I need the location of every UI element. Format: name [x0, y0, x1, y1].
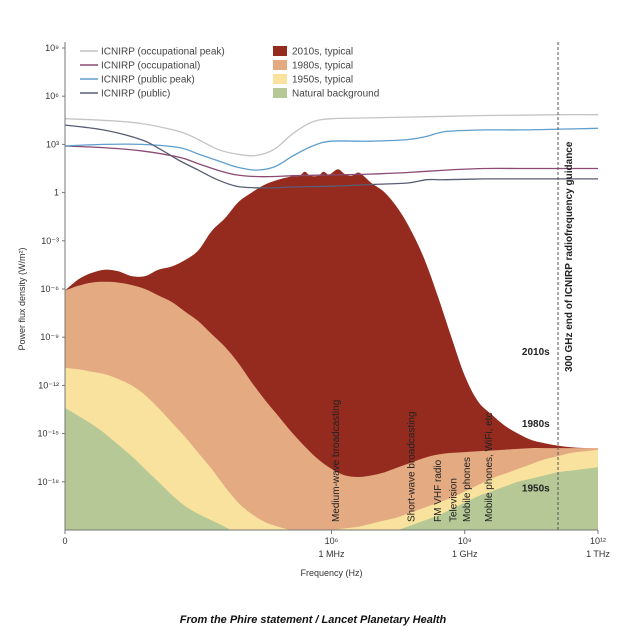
y-tick-label: 10⁹ — [45, 43, 59, 53]
x-tick-sublabel: 1 THz — [586, 549, 610, 559]
guidance-layer: 300 GHz end of ICNIRP radiofrequency gui… — [557, 42, 575, 530]
era-label-1980s: 1980s — [522, 419, 550, 430]
line-icnirp-occupational-peak — [65, 114, 599, 157]
legend-swatch-1950s-typical — [273, 74, 287, 84]
application-label: Medium-wave broadcasting — [331, 400, 342, 522]
guidance-label: 300 GHz end of ICNIRP radiofrequency gui… — [564, 141, 575, 372]
application-label: Television — [449, 478, 460, 522]
era-label-2010s: 2010s — [522, 347, 550, 358]
legend-label-icnirp-occupational-peak: ICNIRP (occupational peak) — [101, 47, 225, 58]
application-label: Short-wave broadcasting — [406, 411, 417, 522]
x-tick-label: 10¹² — [590, 536, 606, 546]
y-tick-label: 10⁻¹² — [38, 380, 59, 390]
x-tick-sublabel: 1 MHz — [318, 549, 345, 559]
axes: 10⁹ 10⁶ 10³ 1 10⁻³ 10⁻⁶ 10⁻⁹ 10⁻¹² 10⁻¹⁵ 10⁻¹⁸ 0 10… — [17, 42, 610, 578]
application-label: Mobile phones — [462, 457, 473, 522]
y-tick-label: 10³ — [46, 139, 59, 149]
x-tick-label: 10⁹ — [458, 536, 472, 546]
legend-label-2010s-typical: 2010s, typical — [292, 47, 353, 58]
legend-label-natural-background: Natural background — [292, 89, 379, 100]
y-axis-title: Power flux density (W/m²) — [17, 247, 27, 350]
application-label: FM VHF radio — [433, 459, 444, 522]
era-label-1950s: 1950s — [522, 483, 550, 494]
legend-label-icnirp-occupational: ICNIRP (occupational) — [101, 61, 200, 72]
x-tick-label: 10⁶ — [325, 536, 339, 546]
application-label: Mobile phones, WiFi, etc — [484, 413, 495, 523]
legend-swatch-2010s-typical — [273, 46, 287, 56]
legend-label-1950s-typical: 1950s, typical — [292, 75, 353, 86]
line-icnirp-occupational — [65, 145, 598, 178]
legend-label-1980s-typical: 1980s, typical — [292, 61, 353, 72]
y-tick-label: 1 — [54, 188, 59, 198]
x-tick-sublabel: 1 GHz — [452, 549, 478, 559]
legend-swatch-1980s-typical — [273, 60, 287, 70]
legend-swatch-natural-background — [273, 88, 287, 98]
figure-caption: From the Phire statement / Lancet Planet… — [179, 614, 447, 626]
y-tick-label: 10⁻⁶ — [41, 284, 60, 294]
area-layer — [65, 169, 598, 530]
y-tick-label: 10⁻³ — [41, 236, 59, 246]
annotation-layer: 2010s 1980s 1950s Medium-wave broadcasting S… — [331, 347, 550, 522]
x-tick-label: 0 — [62, 536, 67, 546]
y-tick-label: 10⁶ — [45, 91, 59, 101]
x-axis-title: Frequency (Hz) — [300, 568, 362, 578]
line-icnirp-public — [65, 124, 598, 189]
icnirp-line-layer — [65, 114, 599, 189]
line-icnirp-public-peak — [65, 127, 599, 171]
y-tick-label: 10⁻¹⁸ — [37, 477, 59, 487]
legend-label-icnirp-public: ICNIRP (public) — [101, 89, 170, 100]
y-tick-label: 10⁻⁹ — [40, 332, 59, 342]
area-1950s-typical — [65, 367, 598, 530]
area-natural-background — [65, 407, 598, 530]
chart: 300 GHz end of ICNIRP radiofrequency gui… — [17, 42, 610, 578]
legend: ICNIRP (occupational peak) ICNIRP (occupa… — [80, 46, 379, 100]
legend-label-icnirp-public-peak: ICNIRP (public peak) — [101, 75, 195, 86]
y-tick-label: 10⁻¹⁵ — [38, 429, 60, 439]
